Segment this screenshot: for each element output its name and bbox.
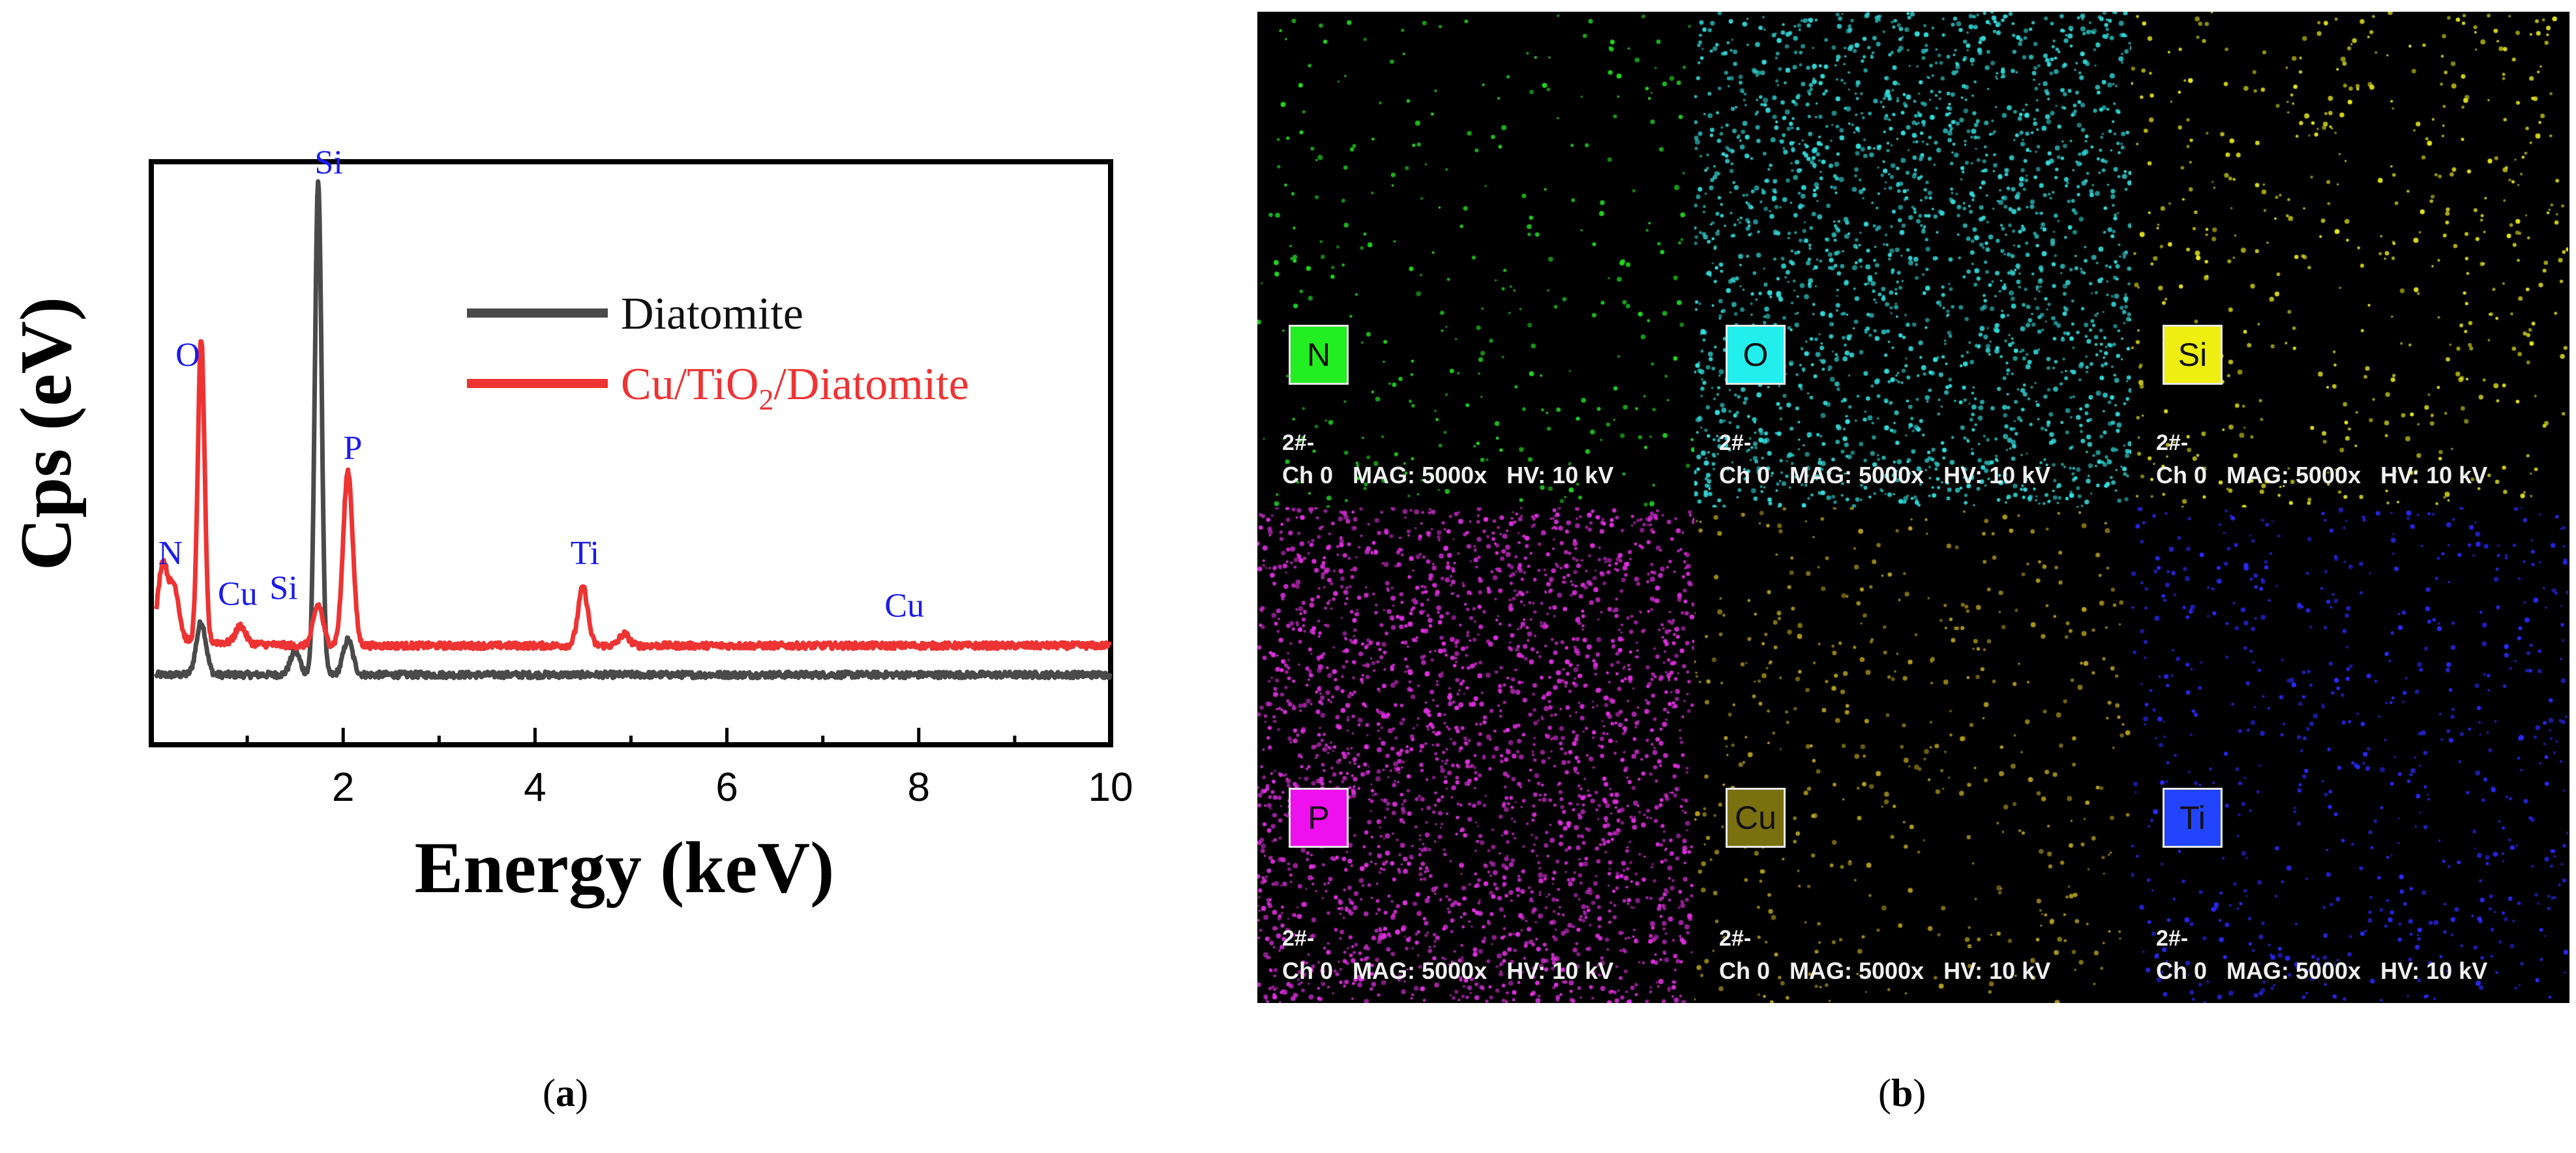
element-label: N <box>1289 325 1349 385</box>
tile-acquisition-info: Ch 0 MAG: 5000x HV: 10 kV <box>1719 462 2051 488</box>
element-map-dots <box>1257 12 1694 507</box>
panel-b-element-maps: N 2#- Ch 0 MAG: 5000x HV: 10 kV O 2#- Ch 0 MA… <box>1257 12 2569 1003</box>
x-tick-label: 2 <box>332 765 354 810</box>
tile-id: 2#- <box>1719 926 1752 951</box>
series-line-diatomite <box>154 179 1113 681</box>
y-axis-label: Cps (eV) <box>6 297 87 571</box>
element-label: O <box>1726 325 1786 385</box>
peak-label: Cu <box>218 575 258 612</box>
element-map-ti: Ti 2#- Ch 0 MAG: 5000x HV: 10 kV <box>2131 507 2568 1003</box>
x-tick-label: 8 <box>908 765 930 810</box>
tile-id: 2#- <box>1282 926 1315 951</box>
tile-id: 2#- <box>2156 430 2189 455</box>
element-map-dots <box>1694 507 2131 1003</box>
tile-id: 2#- <box>1719 430 1752 455</box>
tile-acquisition-info: Ch 0 MAG: 5000x HV: 10 kV <box>1282 462 1614 488</box>
x-tick-label: 4 <box>524 765 546 810</box>
legend-label-cu-tio2-diatomite: Cu/TiO2/Diatomite <box>621 359 969 416</box>
peak-label: Si <box>269 570 297 607</box>
peak-label: Cu <box>884 587 924 624</box>
panel-a: 2 4 6 8 10 Energy (keV) Cps (eV) Diatomite Cu/Ti… <box>0 0 1239 1150</box>
caption-b: (b) <box>1878 1071 1926 1115</box>
element-label: Cu <box>1726 788 1786 848</box>
caption-a: (a) <box>543 1071 588 1115</box>
element-map-dots <box>1257 507 1694 1003</box>
peak-label: Si <box>314 144 342 181</box>
peak-label: N <box>158 535 183 572</box>
tile-acquisition-info: Ch 0 MAG: 5000x HV: 10 kV <box>2156 462 2488 488</box>
element-map-p: P 2#- Ch 0 MAG: 5000x HV: 10 kV <box>1257 507 1694 1003</box>
tile-id: 2#- <box>1282 430 1315 455</box>
tile-acquisition-info: Ch 0 MAG: 5000x HV: 10 kV <box>1719 957 2051 984</box>
element-map-dots <box>1694 12 2131 507</box>
legend-label-diatomite: Diatomite <box>621 289 803 339</box>
tile-id: 2#- <box>2156 926 2189 951</box>
element-map-n: N 2#- Ch 0 MAG: 5000x HV: 10 kV <box>1257 12 1694 507</box>
element-map-cu: Cu 2#- Ch 0 MAG: 5000x HV: 10 kV <box>1694 507 2131 1003</box>
eds-spectrum-chart: 2 4 6 8 10 Energy (keV) Cps (eV) Diatomite Cu/Ti… <box>6 144 1133 908</box>
plot-frame <box>149 159 1113 747</box>
x-tick-label: 6 <box>715 765 738 810</box>
element-map-o: O 2#- Ch 0 MAG: 5000x HV: 10 kV <box>1694 12 2131 507</box>
element-label: P <box>1289 788 1349 848</box>
element-label: Ti <box>2163 788 2223 848</box>
tile-acquisition-info: Ch 0 MAG: 5000x HV: 10 kV <box>1282 957 1614 984</box>
x-axis-label: Energy (keV) <box>415 828 835 908</box>
element-label: Si <box>2163 325 2223 385</box>
tile-acquisition-info: Ch 0 MAG: 5000x HV: 10 kV <box>2156 957 2488 984</box>
element-map-dots <box>2131 507 2568 1003</box>
peak-label: Ti <box>571 535 599 572</box>
peak-label: O <box>175 337 200 374</box>
peak-label: P <box>343 430 362 467</box>
series-line-cu-tio2-diatomite <box>154 339 1113 651</box>
x-tick-label: 10 <box>1088 765 1133 810</box>
element-map-si: Si 2#- Ch 0 MAG: 5000x HV: 10 kV <box>2131 12 2568 507</box>
element-map-dots <box>2131 12 2568 507</box>
